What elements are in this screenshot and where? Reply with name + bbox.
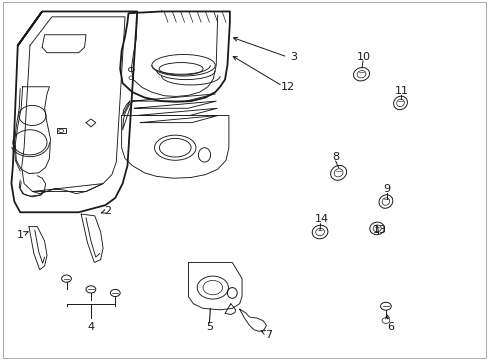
Text: 13: 13 xyxy=(372,225,386,235)
Text: 4: 4 xyxy=(87,322,94,332)
Text: 3: 3 xyxy=(289,52,296,62)
Text: 8: 8 xyxy=(331,152,339,162)
Text: 5: 5 xyxy=(205,322,212,332)
Text: 6: 6 xyxy=(386,322,393,332)
Text: 1: 1 xyxy=(17,230,23,239)
Text: 11: 11 xyxy=(394,86,407,96)
Text: 12: 12 xyxy=(281,82,295,92)
Text: 7: 7 xyxy=(265,330,272,340)
Text: 14: 14 xyxy=(314,215,328,224)
Text: 10: 10 xyxy=(356,52,370,62)
Text: 9: 9 xyxy=(383,184,389,194)
Text: 2: 2 xyxy=(104,206,111,216)
Bar xyxy=(57,128,65,134)
